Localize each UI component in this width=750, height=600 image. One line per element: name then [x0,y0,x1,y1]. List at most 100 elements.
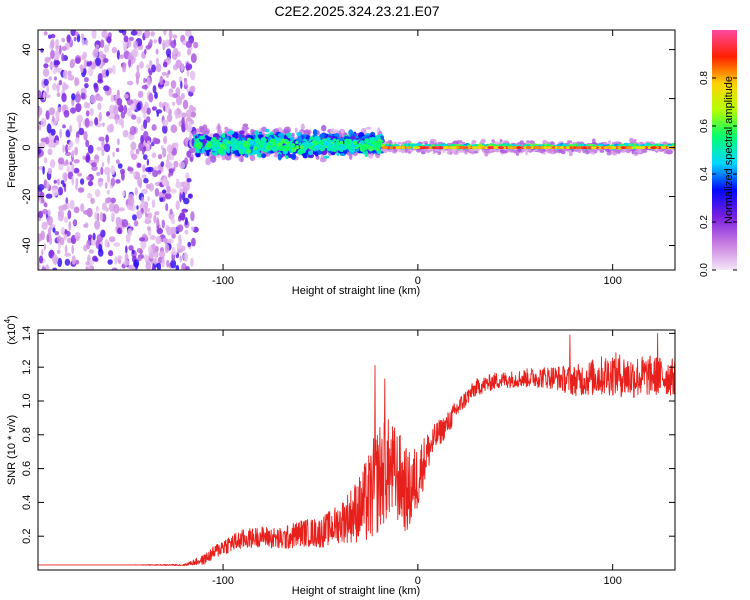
spectrogram-cell [636,148,642,154]
spectrogram-cell [359,145,365,151]
spectrogram-cell [58,205,65,212]
spectrogram-cell [74,232,81,240]
spectrogram-cell [149,235,156,240]
spectrogram-cell [175,264,180,270]
spectrogram-cell [155,57,159,65]
spectrogram-cell [112,151,115,158]
spectrogram-cell [106,36,112,44]
spectrogram-cell [590,146,597,150]
spectrogram-cell [40,197,45,204]
spectrogram-cell [58,79,63,86]
spectrogram-cell [497,146,505,150]
spectrogram-cell [182,99,189,110]
spectrogram-cell [62,144,65,153]
spectrogram-cell [61,45,67,52]
spectrogram-cell [43,78,49,86]
spectrogram-cell [137,102,141,111]
spectrogram-cell [451,148,457,154]
spectrogram-cell [43,157,48,164]
spectrogram-cell [66,34,71,43]
spectrogram-cell [543,146,548,150]
spectrogram-cell [89,60,92,66]
spectrogram-cell [501,150,509,154]
spectrogram-cell [166,114,173,122]
snr-y-tick-label: 0.2 [21,529,33,544]
spectrogram-cell [38,184,45,191]
spectrogram-cell [189,38,194,43]
spectrogram-cell [65,159,69,164]
spectrogram-cell [185,62,190,71]
spectrogram-cell [95,57,101,67]
svg-text:(x104): (x104) [3,315,18,345]
spectrogram-cell [640,150,648,153]
spectrogram-cell [113,106,119,116]
spectrogram-cell [86,176,91,181]
spectrogram-cell [126,80,134,86]
spectrogram-cell [164,102,170,113]
spectrogram-cell [291,132,295,137]
spectrogram-cell [107,114,115,120]
spectrogram-cell [353,141,358,145]
spectrogram-cell [131,153,138,160]
spectrogram-cell [143,177,149,184]
spectrogram-cell [158,250,166,258]
spectrogram-cell [66,165,71,173]
spectrogram-cell [110,177,116,187]
spectrogram-cell [162,79,165,84]
spectrogram-cell [80,178,85,185]
spectrogram-cell [155,63,162,73]
spectrogram-cell [164,243,170,254]
spectrogram-cell [100,229,106,238]
spectrogram-cell [568,151,573,157]
spectrogram-cell [98,111,102,122]
spectrogram-cell [190,70,196,81]
spectrogram-cell [151,199,156,209]
spectrogram-cell [49,159,56,169]
spectrogram-cell [69,199,75,210]
spectrogram-cell [137,176,143,187]
spectrogram-x-tick-label: 100 [603,275,621,287]
spectrogram-cell [123,94,129,99]
spectrogram-cell [156,227,163,235]
spectrogram-cell [155,48,159,55]
spectrogram-cell [162,39,167,50]
spectrogram-cell [136,205,139,210]
spectrogram-cell [184,229,189,235]
spectrogram-cell [145,167,152,173]
spectrogram-cell [39,191,45,199]
spectrogram-cell [111,267,118,270]
spectrogram-cell [130,103,137,111]
spectrogram-cell [172,246,176,256]
spectrogram-cell [64,258,71,266]
spectrogram-cell [40,230,45,241]
spectrogram-cell [278,145,285,152]
spectrogram-cell [89,108,94,116]
spectrogram-cell [38,233,41,243]
spectrogram-cell [145,64,151,69]
spectrogram-cell [160,161,165,168]
spectrogram-cell [110,197,117,204]
spectrogram-cell [190,53,197,64]
spectrogram-cell [176,95,182,106]
spectrogram-cell [84,117,90,128]
spectrogram-cell [85,261,90,266]
spectrogram-cell [161,219,165,229]
spectrogram-cell [132,214,137,221]
spectrogram-cell [183,252,188,262]
spectrogram-cell [166,144,173,154]
spectrogram-cell [96,146,103,151]
spectrogram-cell [78,127,85,136]
spectrogram-cell [152,170,159,178]
spectrogram-cell [158,101,163,108]
spectrogram-cell [98,244,103,253]
spectrogram-cell [51,254,59,265]
spectrogram-cell [554,150,557,154]
spectrogram-cell [38,124,42,131]
spectrogram-cell [152,85,157,94]
spectrogram-cell [43,202,48,208]
spectrogram-cell [103,85,110,92]
spectrogram-cell [242,140,249,147]
spectrogram-cell [175,200,180,210]
spectrogram-cell [185,266,190,270]
spectrogram-cell [295,140,299,145]
